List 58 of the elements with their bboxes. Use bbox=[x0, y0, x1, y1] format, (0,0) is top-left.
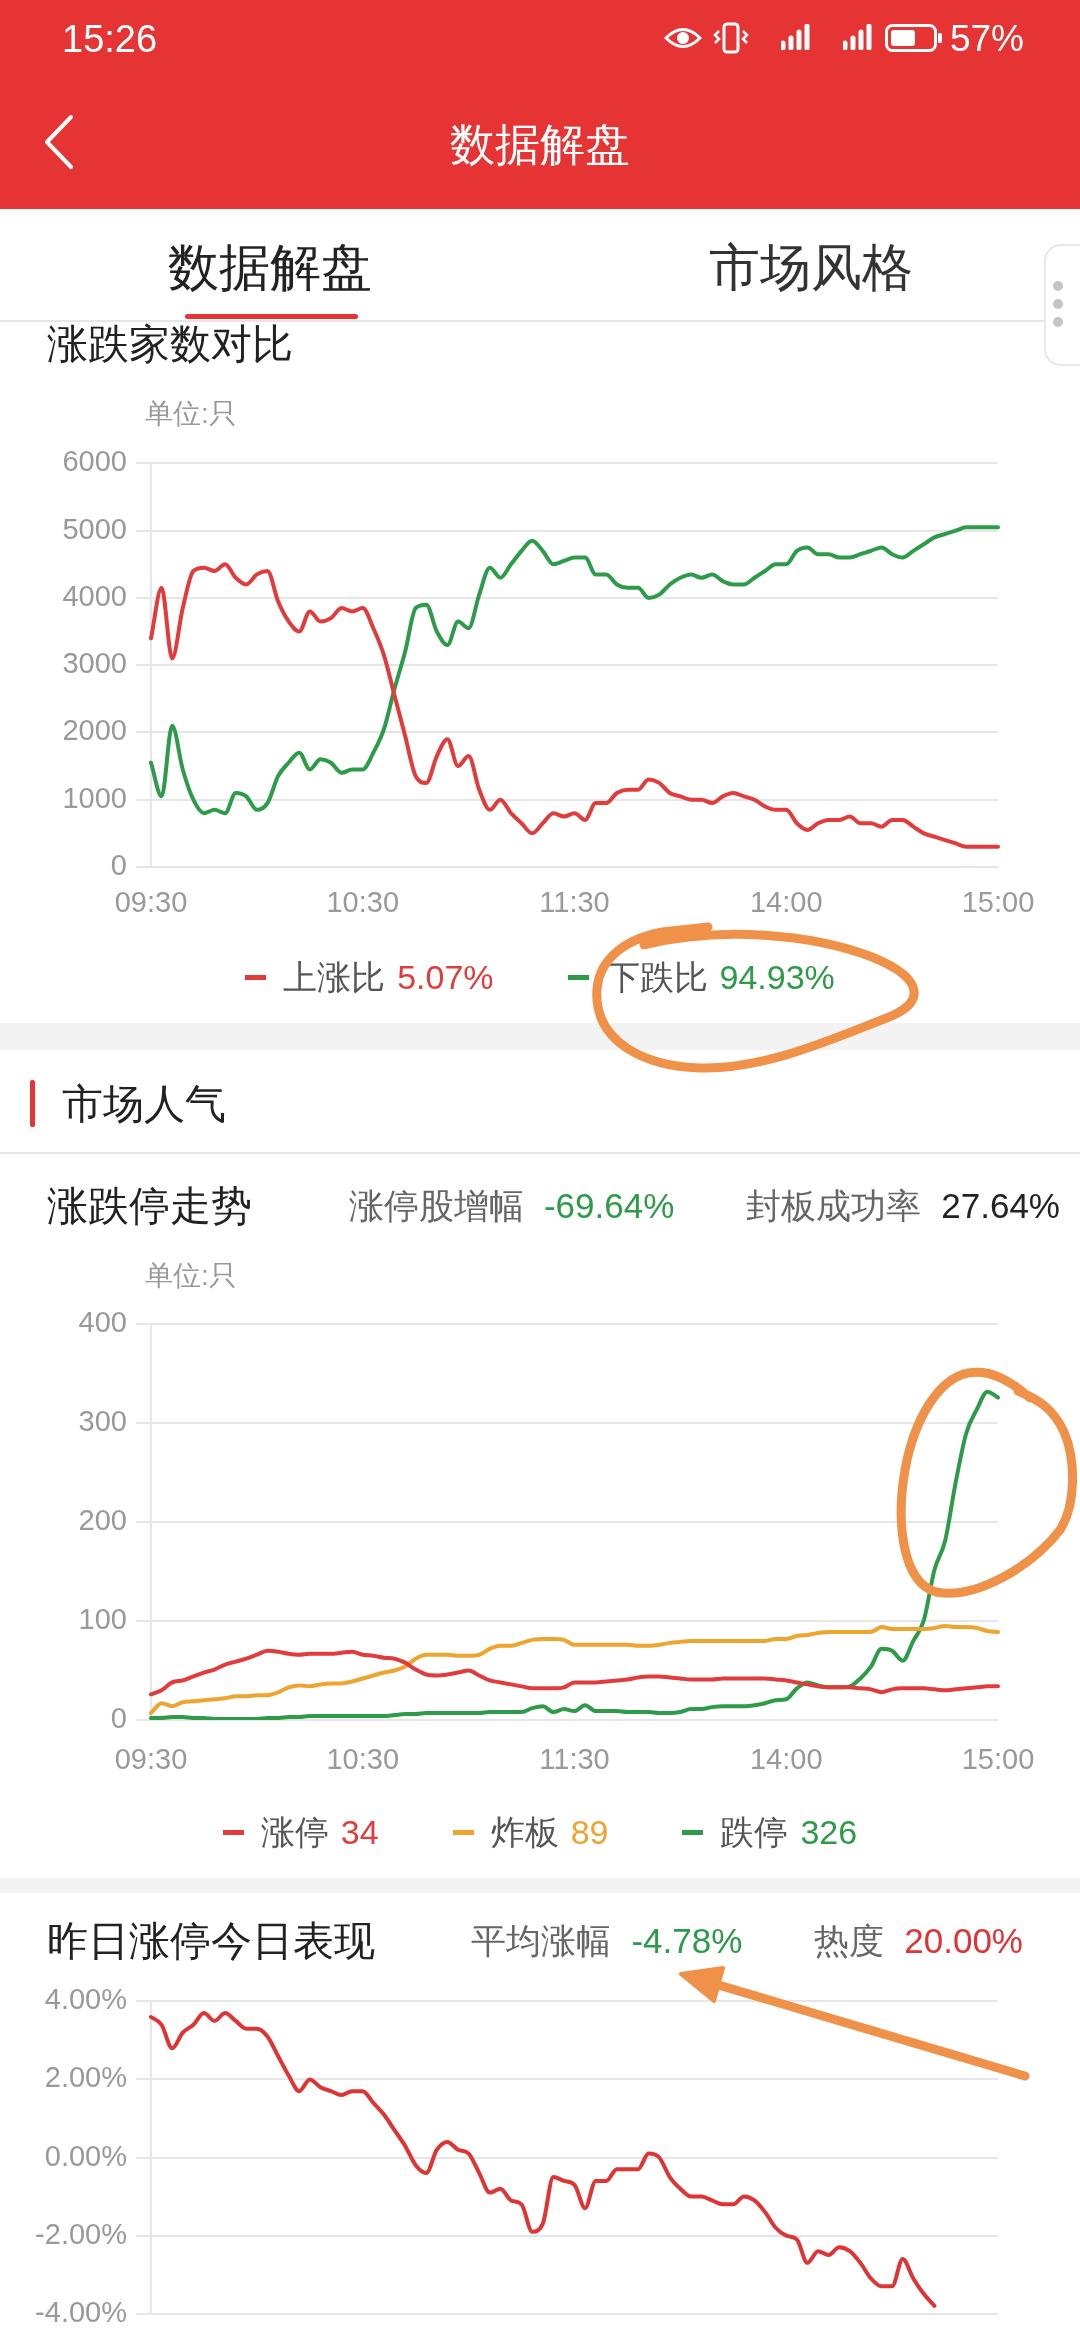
line-series bbox=[149, 1648, 1000, 1697]
legend-label: 跌停 bbox=[720, 1812, 789, 1853]
x-tick-label: 14:00 bbox=[749, 1743, 823, 1776]
line-series bbox=[149, 1624, 1000, 1716]
y-axis-title: 单位:只 bbox=[145, 396, 237, 431]
x-tick-label: 09:30 bbox=[114, 886, 188, 919]
line-series bbox=[149, 2011, 937, 2308]
text: 27.64% bbox=[941, 1185, 1060, 1227]
y-tick-label: 2000 bbox=[62, 714, 127, 747]
legend-label: 炸板 bbox=[490, 1812, 559, 1853]
text: 封板成功率 bbox=[746, 1185, 922, 1227]
text: 5.07% bbox=[397, 957, 494, 998]
text: 57% bbox=[949, 17, 1024, 61]
x-tick-label: 09:30 bbox=[114, 1743, 188, 1776]
y-tick-label: 400 bbox=[78, 1306, 127, 1339]
y-tick-label: 2.00% bbox=[44, 2061, 127, 2094]
x-tick-label: 15:00 bbox=[961, 886, 1035, 919]
text: -4.78% bbox=[631, 1920, 743, 1962]
text: 数据解盘 bbox=[168, 238, 372, 298]
y-tick-label: -4.00% bbox=[35, 2295, 127, 2328]
text: 热度 bbox=[814, 1920, 885, 1962]
legend-label: 涨停 bbox=[260, 1812, 329, 1853]
y-tick-label: 3000 bbox=[62, 647, 127, 680]
legend-label: 上涨比 bbox=[283, 957, 386, 998]
y-tick-label: 0.00% bbox=[44, 2139, 127, 2172]
text: 89 bbox=[570, 1812, 609, 1853]
x-tick-label: 15:00 bbox=[961, 1743, 1035, 1776]
y-tick-label: 100 bbox=[78, 1603, 127, 1636]
text: 20.00% bbox=[904, 1920, 1023, 1962]
text: 涨停股增幅 bbox=[348, 1185, 524, 1227]
y-tick-label: 300 bbox=[78, 1405, 127, 1438]
x-tick-label: 10:30 bbox=[326, 1743, 400, 1776]
text: -69.64% bbox=[543, 1185, 675, 1227]
chart-title: 昨日涨停今日表现 bbox=[47, 1916, 375, 1966]
y-tick-label: 5000 bbox=[62, 512, 127, 545]
text: 15:26 bbox=[62, 17, 158, 62]
chart-title: 涨跌停走势 bbox=[47, 1181, 252, 1231]
y-tick-label: -2.00% bbox=[35, 2217, 127, 2250]
y-tick-label: 4000 bbox=[62, 579, 127, 612]
text: 平均涨幅 bbox=[471, 1920, 612, 1962]
text: 94.93% bbox=[719, 957, 835, 998]
x-tick-label: 14:00 bbox=[749, 886, 823, 919]
text: 市场风格 bbox=[709, 238, 913, 298]
y-tick-label: 1000 bbox=[62, 781, 127, 814]
y-tick-label: 200 bbox=[78, 1504, 127, 1537]
text: 数据解盘 bbox=[450, 118, 630, 172]
y-axis-title: 单位:只 bbox=[145, 1258, 237, 1293]
text: 34 bbox=[340, 1812, 379, 1853]
text: 326 bbox=[800, 1812, 858, 1853]
y-tick-label: 6000 bbox=[62, 445, 127, 478]
chart-title: 涨跌家数对比 bbox=[47, 319, 293, 369]
x-tick-label: 11:30 bbox=[539, 1743, 610, 1776]
x-tick-label: 11:30 bbox=[539, 886, 610, 919]
text: 市场人气 bbox=[62, 1079, 226, 1129]
y-tick-label: 0 bbox=[110, 849, 127, 881]
y-tick-label: 4.00% bbox=[44, 1983, 127, 2016]
y-tick-label: 0 bbox=[110, 1702, 127, 1734]
x-tick-label: 10:30 bbox=[326, 886, 400, 919]
